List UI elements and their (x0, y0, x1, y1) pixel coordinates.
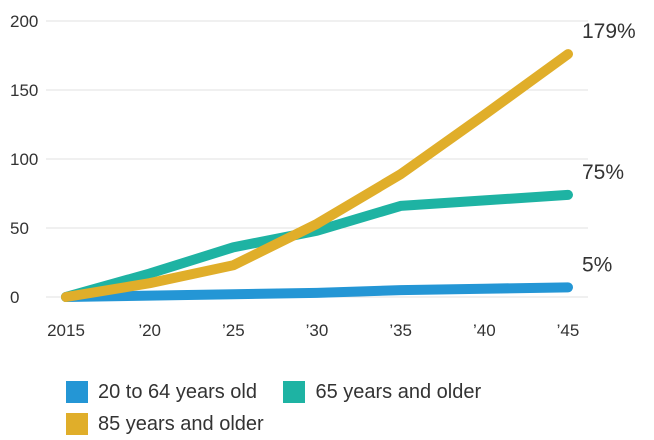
x-tick-label: ’35 (389, 321, 412, 340)
legend-label-65-plus: 65 years and older (315, 380, 482, 403)
legend-item-85-plus: 85 years and older (66, 408, 264, 440)
y-tick-label: 0 (10, 288, 19, 307)
legend-swatch-65-plus (283, 381, 306, 403)
series-line-0 (61, 282, 573, 302)
y-tick-label: 200 (10, 12, 38, 31)
y-tick-label: 50 (10, 219, 29, 238)
x-tick-label: ’45 (557, 321, 580, 340)
legend-label-85-plus: 85 years and older (98, 412, 264, 435)
x-tick-label: ’20 (138, 321, 161, 340)
y-tick-label: 100 (10, 150, 38, 169)
series-line-1 (61, 189, 573, 302)
x-tick-label: ’25 (222, 321, 245, 340)
x-tick-label: ’40 (473, 321, 496, 340)
series-end-label-1: 75% (582, 161, 624, 184)
y-tick-label: 150 (10, 81, 38, 100)
legend-label-20-64: 20 to 64 years old (98, 380, 257, 403)
legend-item-65-plus: 65 years and older (283, 376, 481, 408)
legend-item-20-64: 20 to 64 years old (66, 376, 257, 408)
legend-swatch-20-64 (66, 381, 88, 403)
x-tick-label: 2015 (47, 321, 85, 340)
series-line-2 (61, 49, 573, 302)
x-tick-label: ’30 (306, 321, 329, 340)
series-end-label-2: 179% (582, 20, 636, 43)
legend-swatch-85-plus (66, 413, 88, 435)
legend: 20 to 64 years old 65 years and older 85… (66, 376, 626, 440)
series-end-label-0: 5% (582, 253, 612, 276)
